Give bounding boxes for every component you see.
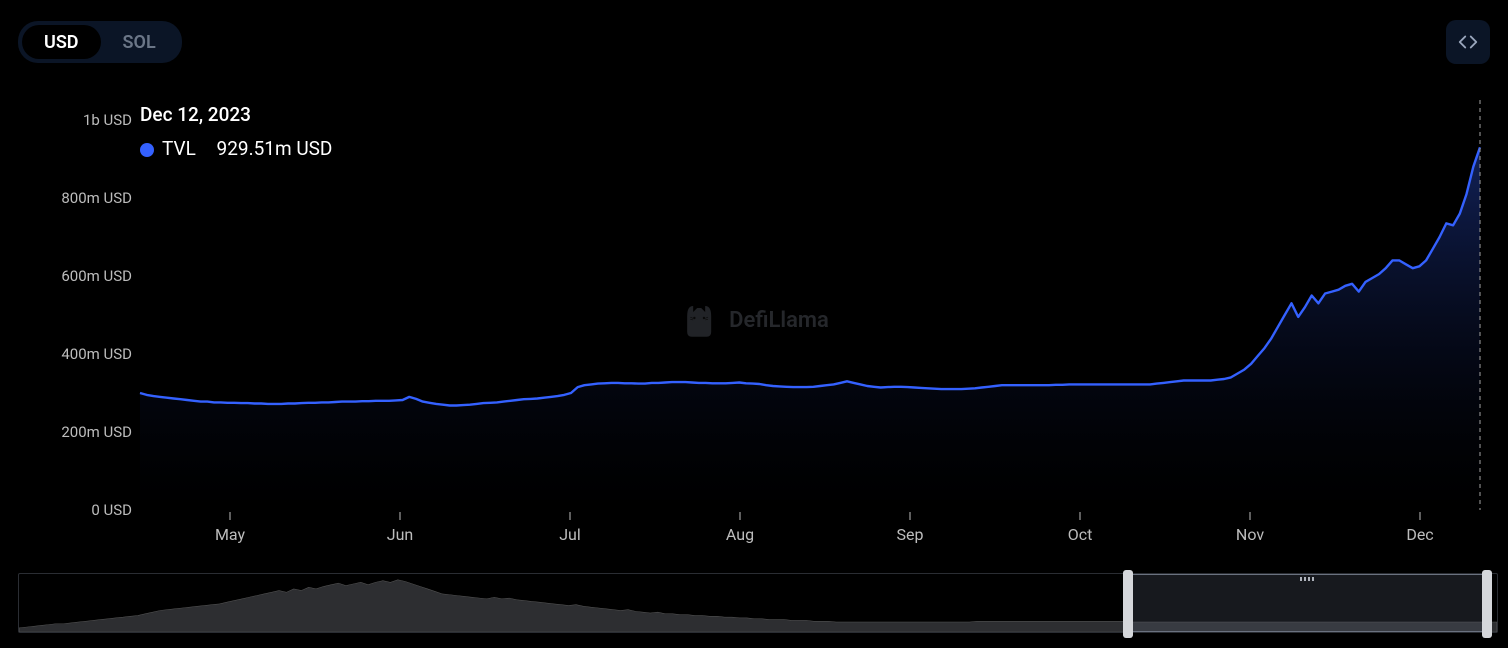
x-axis-label: Sep <box>897 525 924 544</box>
code-icon <box>1457 31 1479 53</box>
x-axis-label: Jun <box>387 525 413 544</box>
toggle-option-sol[interactable]: SOL <box>101 25 178 59</box>
y-axis-label: 400m USD <box>61 345 132 363</box>
chart-tooltip: Dec 12, 2023 TVL 929.51m USD <box>140 100 332 165</box>
x-axis-label: May <box>215 525 246 544</box>
brush-window[interactable] <box>1128 574 1487 632</box>
toggle-option-usd[interactable]: USD <box>22 25 101 59</box>
x-axis-label: Nov <box>1236 525 1264 544</box>
tooltip-series-dot <box>140 143 154 157</box>
y-axis-label: 1b USD <box>83 111 132 129</box>
topbar: USD SOL <box>18 12 1490 72</box>
tooltip-series-label: TVL <box>162 134 196 164</box>
y-axis-label: 200m USD <box>61 423 132 441</box>
y-axis-label: 800m USD <box>61 189 132 207</box>
x-axis-label: Aug <box>726 525 754 544</box>
brush-handle-right[interactable] <box>1482 570 1492 638</box>
x-axis-label: Oct <box>1068 525 1093 544</box>
x-axis-label: Dec <box>1406 525 1433 544</box>
brush-grip-icon <box>1300 577 1314 581</box>
embed-button[interactable] <box>1446 20 1490 64</box>
root-container: USD SOL 0 USD 200m USD 400m USD 600m USD 800… <box>0 0 1508 648</box>
range-brush[interactable] <box>18 573 1498 633</box>
tooltip-date: Dec 12, 2023 <box>140 100 332 130</box>
area-fill <box>140 147 1480 510</box>
brush-handle-left[interactable] <box>1123 570 1133 638</box>
y-axis-label: 600m USD <box>61 267 132 285</box>
tooltip-value: 929.51m USD <box>217 134 333 164</box>
currency-toggle: USD SOL <box>18 21 182 63</box>
y-axis-label: 0 USD <box>91 501 132 519</box>
x-axis-label: Jul <box>559 525 581 544</box>
